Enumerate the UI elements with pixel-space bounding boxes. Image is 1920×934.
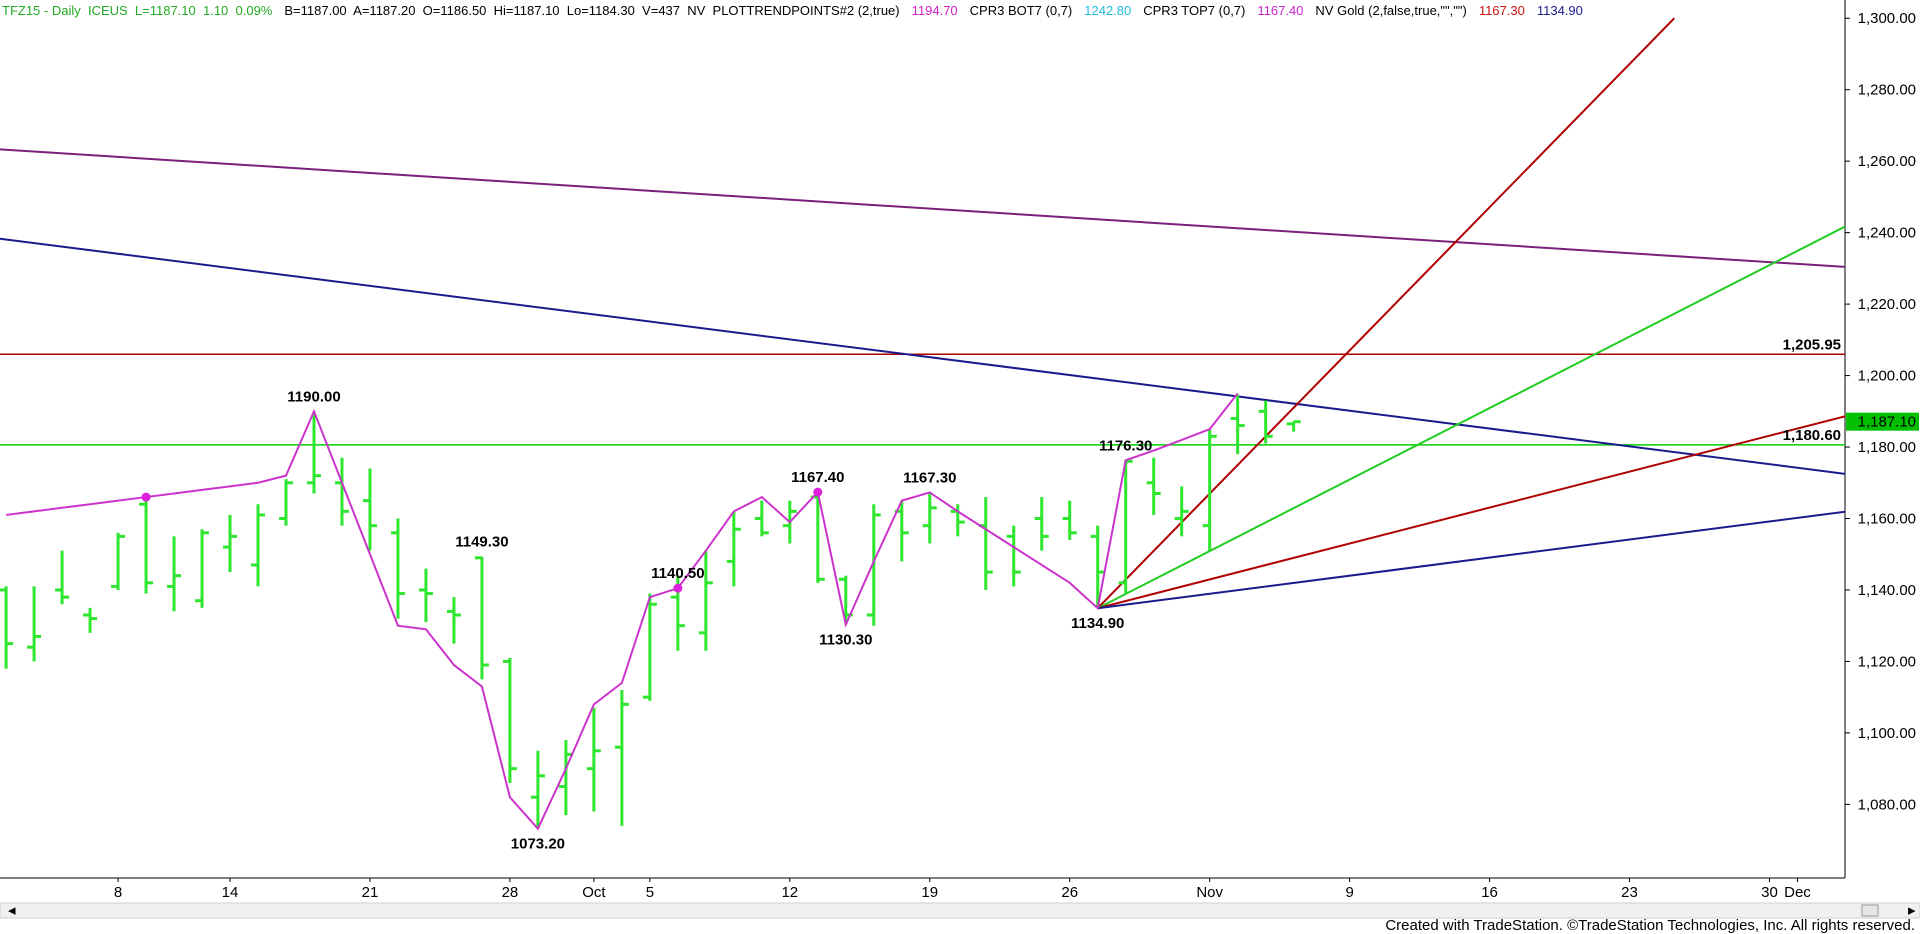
y-tick-label: 1,300.00 <box>1858 10 1916 27</box>
plot-area <box>0 17 1845 831</box>
level-label: 1,205.95 <box>1783 336 1841 353</box>
pivot-label: 1073.20 <box>511 836 565 853</box>
x-tick-label: 9 <box>1345 884 1353 901</box>
x-tick-label: 16 <box>1481 884 1498 901</box>
x-tick-label: 21 <box>362 884 379 901</box>
pivot-line <box>5 392 1239 831</box>
header-item: TFZ15 - Daily ICEUS L=1187.10 1.10 0.09% <box>2 3 273 18</box>
x-tick-label: 14 <box>222 884 239 901</box>
x-tick-label: 19 <box>921 884 938 901</box>
header-item: 1167.40 <box>1257 3 1303 18</box>
pivot-dot <box>813 487 823 497</box>
trend-line <box>0 237 1845 475</box>
y-tick-label: 1,080.00 <box>1858 796 1916 813</box>
header-item: NV Gold (2,false,true,"","") <box>1315 3 1466 18</box>
chart-header: TFZ15 - Daily ICEUS L=1187.10 1.10 0.09%… <box>2 3 1583 18</box>
x-tick-label: 30 <box>1761 884 1778 901</box>
y-tick-label: 1,240.00 <box>1858 225 1916 242</box>
pivot-label: 1149.30 <box>455 534 508 551</box>
scroll-right-arrow[interactable]: ▸ <box>1908 902 1916 919</box>
trend-line <box>1096 17 1676 609</box>
pivot-label: 1134.90 <box>1071 615 1124 632</box>
header-item: 1134.90 <box>1537 3 1583 18</box>
y-tick-label: 1,220.00 <box>1858 296 1916 313</box>
trend-line <box>1097 225 1845 610</box>
trend-line <box>1097 510 1845 610</box>
pivot-label: 1176.30 <box>1099 437 1152 454</box>
y-tick-label: 1,160.00 <box>1858 511 1916 528</box>
trend-line <box>0 148 1845 268</box>
header-item: 1194.70 <box>912 3 958 18</box>
x-tick-label: 23 <box>1621 884 1638 901</box>
y-tick-label: 1,260.00 <box>1858 153 1916 170</box>
level-label: 1,180.60 <box>1783 427 1841 444</box>
x-tick-label: Nov <box>1196 884 1223 901</box>
y-tick-label: 1,120.00 <box>1858 653 1916 670</box>
last-price-box <box>1846 412 1919 431</box>
pivot-label: 1130.30 <box>819 632 872 649</box>
header-item: 1242.80 <box>1084 3 1131 18</box>
scroll-thumb[interactable] <box>1861 904 1879 917</box>
x-tick-label: 28 <box>502 884 519 901</box>
header-item: 1167.30 <box>1479 3 1525 18</box>
header-item: CPR3 BOT7 (0,7) <box>970 3 1073 18</box>
x-tick-label: 8 <box>114 884 122 901</box>
x-tick-label: 5 <box>646 884 654 901</box>
x-tick-label: Oct <box>582 884 606 901</box>
y-tick-label: 1,280.00 <box>1858 82 1916 99</box>
pivot-label: 1167.30 <box>903 469 956 486</box>
scroll-left-arrow[interactable]: ◂ <box>8 902 16 919</box>
y-tick-label: 1,180.00 <box>1858 439 1916 456</box>
pivot-dot <box>673 583 683 593</box>
pivot-dot <box>141 492 151 502</box>
y-tick-label: 1,100.00 <box>1858 725 1916 742</box>
x-tick-label: 26 <box>1061 884 1078 901</box>
header-item: B=1187.00 A=1187.20 O=1186.50 Hi=1187.10… <box>284 3 899 18</box>
x-tick-label: 12 <box>781 884 798 901</box>
trend-line <box>1097 415 1845 610</box>
y-tick-label: 1,140.00 <box>1858 582 1916 599</box>
y-tick-label: 1,200.00 <box>1858 368 1916 385</box>
x-tick-label: Dec <box>1784 884 1811 901</box>
pivot-label: 1190.00 <box>287 388 340 405</box>
footer: Created with TradeStation. ©TradeStation… <box>1385 917 1915 934</box>
header-item: CPR3 TOP7 (0,7) <box>1143 3 1245 18</box>
pivot-label: 1167.40 <box>791 469 844 486</box>
last-price-label: 1,187.10 <box>1858 414 1916 431</box>
scrollbar[interactable] <box>0 902 1920 919</box>
pivot-label: 1140.50 <box>651 565 704 582</box>
